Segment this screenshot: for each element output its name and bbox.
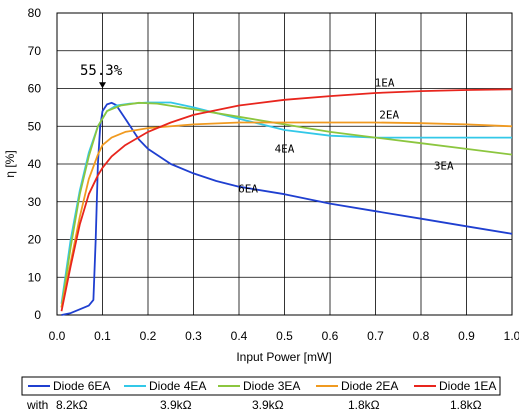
x-tick-label: 0.2 xyxy=(140,329,157,343)
series-line-6ea xyxy=(61,101,513,316)
y-tick-label: 30 xyxy=(28,195,42,209)
resistance-label-6ea: 8.2kΩ xyxy=(56,398,88,412)
peak-marker xyxy=(99,82,106,89)
x-tick-label: 1.0 xyxy=(504,329,519,343)
series-line-3ea xyxy=(60,101,513,308)
series-line-1ea xyxy=(60,88,513,312)
series-line-2ea xyxy=(60,121,513,308)
resistance-label-4ea: 3.9kΩ xyxy=(160,398,192,412)
resistance-label-1ea: 1.8kΩ xyxy=(450,398,482,412)
grid-lines xyxy=(57,13,512,315)
y-tick-label: 50 xyxy=(28,119,42,133)
series-label-4ea: 4EA xyxy=(275,143,295,156)
x-tick-label: 0.3 xyxy=(185,329,202,343)
series-lines xyxy=(60,88,513,316)
y-tick-label: 10 xyxy=(28,270,42,284)
x-tick-label: 0.7 xyxy=(367,329,384,343)
series-label-2ea: 2EA xyxy=(379,109,399,122)
legend: Diode 6EA Diode 4EA Diode 3EA Diode 2EA Diod… xyxy=(28,379,496,393)
y-tick-label: 20 xyxy=(28,233,42,247)
resistance-label-3ea: 3.9kΩ xyxy=(252,398,284,412)
x-tick-label: 0.8 xyxy=(413,329,430,343)
legend-label-1ea: Diode 1EA xyxy=(439,379,496,393)
resistance-labels: 8.2kΩ 3.9kΩ 3.9kΩ 1.8kΩ 1.8kΩ xyxy=(56,398,482,412)
y-tick-label: 60 xyxy=(28,82,42,96)
y-tick-label: 0 xyxy=(34,308,41,322)
x-tick-labels: 0.0 0.1 0.2 0.3 0.4 0.5 0.6 0.7 0.8 0.9 1.0 xyxy=(49,329,519,343)
legend-label-2ea: Diode 2EA xyxy=(341,379,398,393)
x-tick-label: 0.5 xyxy=(276,329,293,343)
x-tick-label: 0.6 xyxy=(322,329,339,343)
x-axis-label: Input Power [mW] xyxy=(236,350,331,364)
y-tick-label: 80 xyxy=(28,6,42,20)
peak-annotation: 55.3% xyxy=(80,63,123,89)
resistance-label-2ea: 1.8kΩ xyxy=(348,398,380,412)
x-tick-label: 0.1 xyxy=(94,329,111,343)
series-label-6ea: 6EA xyxy=(238,182,258,195)
resistance-prefix: with xyxy=(26,398,48,412)
series-label-3ea: 3EA xyxy=(434,160,454,173)
legend-label-3ea: Diode 3EA xyxy=(243,379,300,393)
y-tick-label: 70 xyxy=(28,44,42,58)
y-tick-labels: 0 10 20 30 40 50 60 70 80 xyxy=(28,6,42,322)
x-tick-label: 0.4 xyxy=(231,329,248,343)
y-axis-label: η [%] xyxy=(3,150,17,177)
legend-box xyxy=(21,376,501,396)
series-label-1ea: 1EA xyxy=(375,77,395,90)
legend-label-6ea: Diode 6EA xyxy=(53,379,110,393)
x-tick-label: 0.0 xyxy=(49,329,66,343)
peak-label: 55.3% xyxy=(80,63,123,79)
x-tick-label: 0.9 xyxy=(458,329,475,343)
y-tick-label: 40 xyxy=(28,157,42,171)
legend-label-4ea: Diode 4EA xyxy=(149,379,206,393)
series-labels: 6EA 4EA 3EA 2EA 1EA xyxy=(238,77,454,196)
